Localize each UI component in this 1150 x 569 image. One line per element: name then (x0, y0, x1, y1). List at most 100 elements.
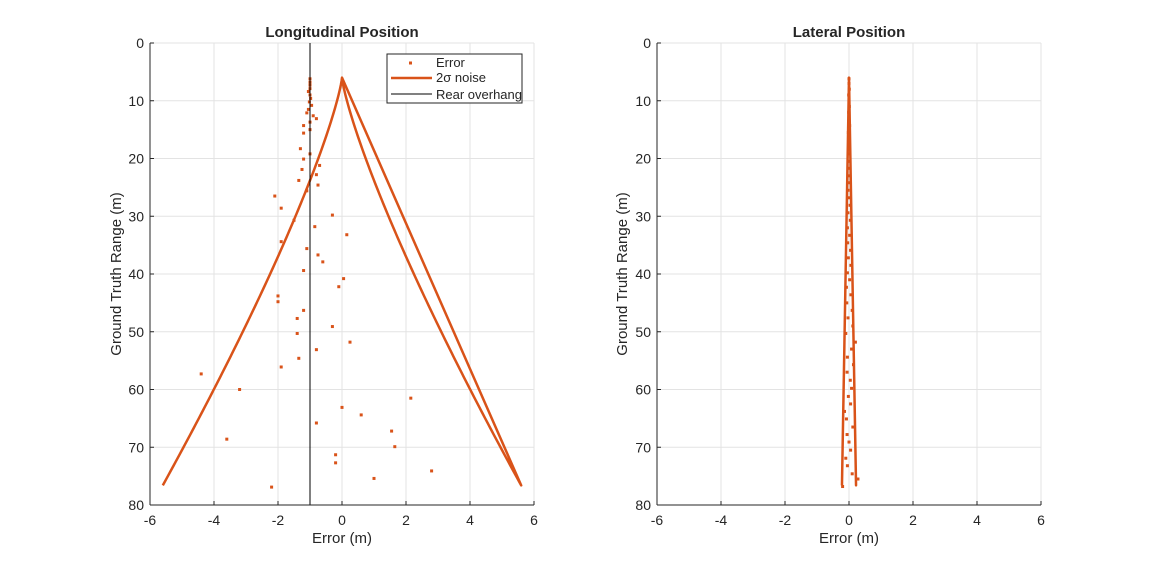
error-point (430, 469, 434, 473)
error-point (847, 440, 851, 444)
y-tick-label: 50 (128, 324, 144, 340)
error-point (848, 233, 852, 237)
chart-title: Longitudinal Position (265, 24, 418, 41)
y-tick-label: 50 (635, 324, 651, 340)
error-point (849, 248, 853, 252)
x-tick-label: 6 (530, 512, 538, 528)
error-point (334, 461, 338, 465)
error-point (359, 413, 363, 417)
error-point (302, 308, 306, 312)
error-point (340, 405, 344, 409)
error-point (295, 331, 299, 335)
error-point (345, 233, 349, 237)
y-axis-label: Ground Truth Range (m) (108, 192, 125, 355)
error-point (298, 147, 302, 151)
error-point (279, 206, 283, 210)
error-point (849, 402, 853, 406)
y-tick-label: 10 (128, 93, 144, 109)
error-point (849, 293, 853, 297)
error-point (314, 117, 318, 121)
error-point (848, 378, 852, 382)
error-point (238, 388, 242, 391)
error-point (279, 365, 283, 369)
error-point (334, 453, 338, 457)
error-point (844, 456, 848, 460)
error-point (846, 241, 850, 245)
error-point (850, 472, 854, 476)
error-point (310, 103, 314, 107)
series-layer (840, 76, 860, 489)
error-point (847, 196, 851, 200)
x-axis-label: Error (m) (312, 530, 372, 547)
error-point (295, 316, 299, 320)
y-tick-label: 40 (635, 266, 651, 282)
y-tick-label: 80 (128, 497, 144, 513)
x-tick-label: -4 (208, 512, 221, 528)
error-point (330, 325, 334, 329)
y-tick-label: 10 (635, 93, 651, 109)
error-point (314, 348, 318, 352)
x-tick-label: -6 (144, 512, 157, 528)
y-axis-label: Ground Truth Range (m) (614, 192, 631, 355)
error-point (846, 256, 850, 260)
error-point (841, 485, 845, 489)
x-tick-label: 2 (909, 512, 917, 528)
error-point (372, 476, 376, 480)
error-point (851, 425, 855, 429)
error-point (845, 355, 849, 359)
legend-label-error: Error (436, 55, 466, 70)
error-point (309, 96, 313, 100)
error-point (337, 285, 341, 289)
error-point (270, 485, 274, 489)
x-tick-label: -4 (715, 512, 728, 528)
error-point (313, 225, 317, 229)
error-point (306, 90, 310, 94)
error-point (849, 263, 853, 267)
x-tick-label: 0 (845, 512, 853, 528)
error-point (846, 394, 850, 398)
x-tick-label: -2 (779, 512, 792, 528)
y-tick-label: 30 (128, 208, 144, 224)
error-point (847, 166, 851, 170)
error-point (199, 372, 203, 376)
error-point (321, 260, 325, 264)
error-point (276, 294, 280, 298)
legend-label-overhang: Rear overhang (436, 87, 522, 102)
error-point (409, 396, 413, 400)
y-tick-label: 80 (635, 497, 651, 513)
error-point (846, 316, 850, 320)
error-point (316, 183, 320, 187)
error-point (300, 167, 304, 171)
y-tick-label: 60 (128, 382, 144, 398)
error-point (306, 107, 310, 111)
error-point (305, 247, 309, 251)
y-tick-label: 40 (128, 266, 144, 282)
error-point (273, 194, 277, 198)
noise-bound-curve (161, 76, 523, 487)
error-point (318, 163, 322, 167)
error-point (302, 157, 306, 161)
error-point (856, 477, 860, 481)
error-point (849, 448, 853, 452)
series-layer (161, 43, 523, 505)
error-point (845, 370, 849, 374)
error-point (276, 300, 280, 304)
error-point (845, 271, 849, 275)
y-tick-label: 70 (128, 439, 144, 455)
x-tick-label: 6 (1037, 512, 1045, 528)
error-point (307, 100, 311, 104)
y-tick-label: 20 (635, 151, 651, 167)
legend-swatch-error (409, 61, 412, 65)
x-axis-label: Error (m) (819, 530, 879, 547)
x-tick-label: 2 (402, 512, 410, 528)
error-point (314, 421, 318, 425)
chart-title: Lateral Position (793, 24, 906, 41)
legend: Error 2σ noise Rear overhang (386, 53, 523, 104)
error-point (302, 124, 306, 128)
error-point (845, 464, 849, 468)
error-point (850, 347, 854, 351)
